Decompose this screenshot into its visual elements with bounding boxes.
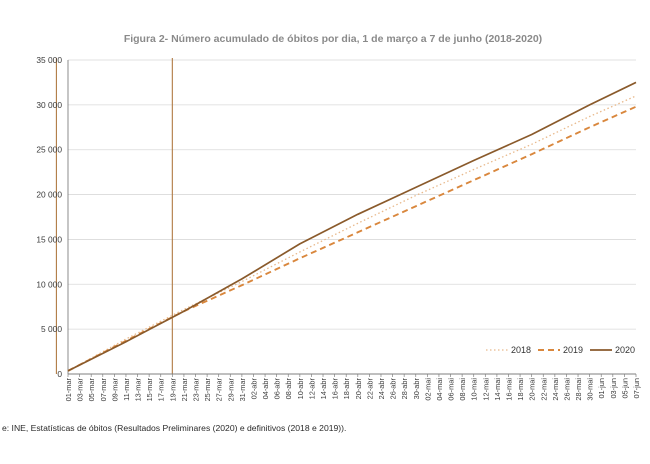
x-tick-label: 02-abr <box>249 377 258 399</box>
x-tick-label: 07-jun <box>632 378 641 399</box>
x-tick-label: 28-mai <box>574 378 583 401</box>
x-tick-label: 18-abr <box>342 377 351 399</box>
chart-title: Figura 2- Número acumulado de óbitos por… <box>124 33 542 45</box>
x-tick-label: 02-mai <box>423 378 432 401</box>
x-tick-label: 06-abr <box>273 377 282 399</box>
gridlines <box>68 59 636 330</box>
y-tick-label: 20 000 <box>36 190 62 200</box>
x-tick-label: 10-mai <box>470 378 479 401</box>
y-tick-label: 0 <box>57 369 62 379</box>
x-tick-label: 30-mai <box>586 378 595 401</box>
x-tick-label: 23-mar <box>192 377 201 401</box>
x-tick-label: 24-mai <box>551 378 560 401</box>
x-tick-label: 26-mai <box>562 378 571 401</box>
series-line-2019 <box>67 105 637 372</box>
x-tick-label: 01-mar <box>64 377 73 401</box>
x-tick-label: 20-mai <box>528 378 537 401</box>
x-tick-label: 16-abr <box>331 377 340 399</box>
x-tick-label: 08-abr <box>284 377 293 399</box>
x-tick-label: 28-abr <box>400 377 409 399</box>
x-tick-label: 17-mar <box>157 377 166 401</box>
x-tick-label: 25-mar <box>203 377 212 401</box>
x-tick-label: 22-abr <box>365 377 374 399</box>
x-tick-label: 31-mar <box>238 377 247 401</box>
x-tick-label: 15-mar <box>145 377 154 401</box>
source-note: e: INE, Estatísticas de óbitos (Resultad… <box>2 423 346 433</box>
x-tick-label: 14-abr <box>319 377 328 399</box>
series-lines <box>67 81 637 372</box>
x-tick-label: 27-mar <box>215 377 224 401</box>
x-tick-label: 24-abr <box>377 377 386 399</box>
x-tick-label: 16-mai <box>504 378 513 401</box>
series-line-2020 <box>67 81 637 372</box>
vertical-markers <box>55 58 173 374</box>
legend: 2018 2019 2020 <box>486 345 635 355</box>
y-tick-label: 5 000 <box>41 324 62 334</box>
x-tick-label: 12-abr <box>307 377 316 399</box>
x-tick-label: 04-abr <box>261 377 270 399</box>
x-tick-label: 12-mai <box>481 378 490 401</box>
x-tick-label: 01-jun <box>597 378 606 399</box>
x-tick-label: 13-mar <box>134 377 143 401</box>
y-tick-label: 15 000 <box>36 234 62 244</box>
x-tick-label: 05-jun <box>620 378 629 399</box>
y-tick-label: 10 000 <box>36 279 62 289</box>
y-tick-label: 30 000 <box>36 100 62 110</box>
x-tick-label: 07-mar <box>99 377 108 401</box>
x-tick-label: 06-mai <box>447 378 456 401</box>
axes: 0 5 000 10 000 15 000 20 000 25 000 30 000 35 0… <box>36 55 641 401</box>
x-tick-label: 26-abr <box>389 377 398 399</box>
x-tick-label: 05-mar <box>87 377 96 401</box>
x-tick-label: 03-jun <box>609 378 618 399</box>
x-tick-label: 20-abr <box>354 377 363 399</box>
x-tick-label: 08-mai <box>458 378 467 401</box>
x-tick-label: 11-mar <box>122 377 131 400</box>
legend-label-2020: 2020 <box>615 345 635 355</box>
x-tick-label: 04-mai <box>435 378 444 401</box>
x-tick-label: 21-mar <box>180 377 189 401</box>
y-tick-label: 25 000 <box>36 145 62 155</box>
x-tick-label: 29-mar <box>226 377 235 401</box>
series-line-2018 <box>67 95 637 372</box>
legend-label-2018: 2018 <box>511 345 531 355</box>
x-tick-label: 22-mai <box>539 378 548 401</box>
x-tick-label: 03-mar <box>76 377 85 401</box>
x-tick-label: 19-mar <box>168 377 177 401</box>
x-tick-label: 10-abr <box>296 377 305 399</box>
legend-label-2019: 2019 <box>563 345 583 355</box>
y-tick-label: 35 000 <box>36 55 62 65</box>
x-tick-label: 09-mar <box>110 377 119 401</box>
x-tick-label: 18-mai <box>516 378 525 401</box>
x-tick-label: 30-abr <box>412 377 421 399</box>
x-tick-label: 14-mai <box>493 378 502 401</box>
